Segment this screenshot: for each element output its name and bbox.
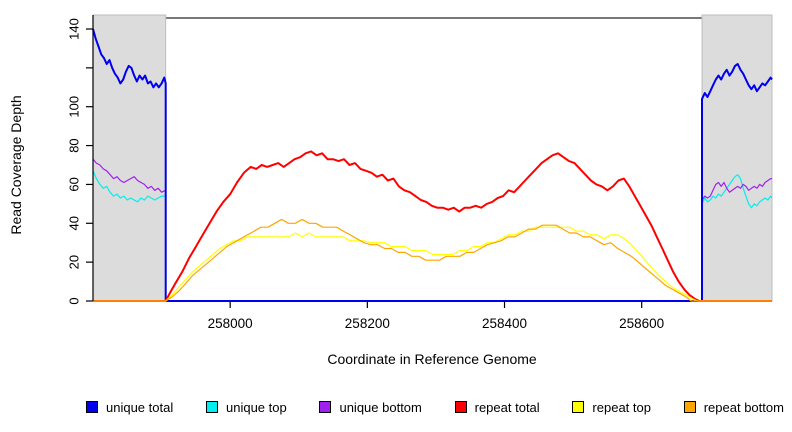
legend-item-unique-top: unique top <box>205 399 287 415</box>
legend-item-repeat-total: repeat total <box>454 399 540 415</box>
series-line-repeat-bottom <box>93 218 772 302</box>
series-line-repeat-top <box>93 226 772 302</box>
legend-swatch-repeat-total <box>454 401 467 413</box>
x-tick-label: 258400 <box>482 316 527 331</box>
masked-band-1 <box>701 14 773 302</box>
y-tick-label: 80 <box>66 138 81 152</box>
legend-swatch-repeat-bottom <box>683 401 696 413</box>
series-line-repeat-total <box>93 150 772 302</box>
legend-item-unique-total: unique total <box>86 401 173 414</box>
legend-swatch-unique-top <box>205 401 218 413</box>
y-tick-label: 60 <box>66 177 81 191</box>
y-tick-label: 40 <box>66 216 81 230</box>
legend-swatch-repeat-top <box>572 401 585 413</box>
legend-label: repeat bottom <box>703 399 784 415</box>
x-axis-title: Coordinate in Reference Genome <box>327 351 537 367</box>
y-tick-label: 100 <box>66 96 81 118</box>
y-tick-label: 0 <box>66 297 81 304</box>
series-lines <box>92 28 773 302</box>
legend-swatch-unique-total <box>86 401 98 413</box>
legend-item-repeat-top: repeat top <box>572 401 651 414</box>
legend: unique total unique top unique bottom repea… <box>86 398 784 416</box>
legend-label: repeat total <box>474 399 540 415</box>
y-tick-label: 20 <box>66 255 81 269</box>
axes: 0 20 40 60 80 100 140 258000 258200 258400 258600 <box>66 15 664 331</box>
masked-region-bands <box>92 14 773 302</box>
legend-swatch-unique-bottom <box>319 401 332 413</box>
legend-item-repeat-bottom: repeat bottom <box>683 399 784 415</box>
y-tick-label: 140 <box>66 18 81 40</box>
legend-item-unique-bottom: unique bottom <box>319 399 422 415</box>
y-axis-title: Read Coverage Depth <box>8 95 24 234</box>
series-line-unique-bottom <box>92 158 772 302</box>
legend-label: unique bottom <box>339 399 422 415</box>
legend-label: unique total <box>106 399 174 415</box>
series-line-unique-top <box>92 170 773 302</box>
x-tick-label: 258000 <box>208 316 253 331</box>
legend-label: unique top <box>225 399 287 415</box>
x-tick-label: 258600 <box>619 316 664 331</box>
x-tick-label: 258200 <box>345 316 390 331</box>
legend-label: repeat top <box>592 399 651 415</box>
